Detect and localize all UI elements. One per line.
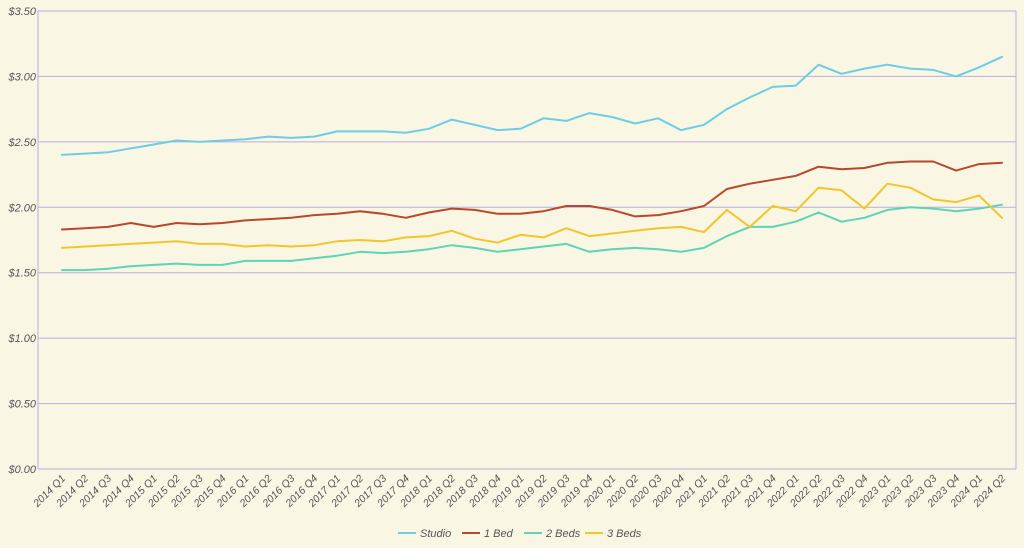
grid-lines [37,10,1017,470]
legend: Studio 1 Bed 2 Beds 3 Beds [398,528,642,540]
series-line-2-beds [61,203,1003,272]
y-tick-label: $3.50 [7,6,36,18]
y-tick-label: $0.00 [7,464,36,476]
series-lines [61,55,1003,272]
y-tick-label: $2.50 [7,137,36,149]
series-line-3-beds [61,182,1003,249]
y-tick-label: $1.50 [7,268,36,280]
y-tick-label: $1.00 [7,333,36,345]
y-axis-tick-labels: $0.00 $0.50 $1.00 $1.50 $2.00 $2.50 $3.00 $3.50 [7,6,36,476]
y-tick-label: $3.00 [7,71,36,83]
series-line-1-bed [61,160,1003,231]
legend-label: 3 Beds [607,528,642,540]
series-line-studio [61,55,1003,156]
y-tick-label: $2.00 [7,202,36,214]
y-tick-label: $0.50 [7,399,36,411]
legend-label: 1 Bed [484,528,514,540]
legend-label: 2 Beds [545,528,581,540]
legend-label: Studio [420,528,451,540]
